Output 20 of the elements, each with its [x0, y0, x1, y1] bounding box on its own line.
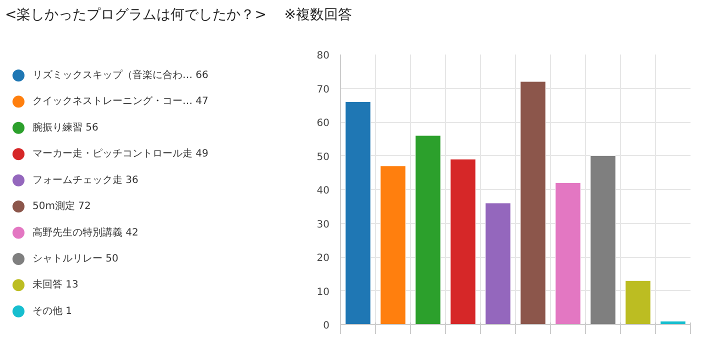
- legend-label: 50m測定 72: [32, 200, 91, 212]
- legend-label: 未回答 13: [32, 278, 78, 291]
- y-tick-label: 30: [316, 219, 330, 230]
- y-tick-label: 20: [316, 253, 330, 264]
- y-tick-label: 70: [316, 84, 330, 96]
- legend-label: マーカー走・ピッチコントロール走 49: [32, 148, 208, 160]
- y-tick-label: 0: [323, 320, 330, 332]
- legend-label: 腕振り練習 56: [32, 121, 98, 134]
- legend-label: フォームチェック走 36: [32, 174, 138, 186]
- legend-label: 高野先生の特別講義 42: [32, 226, 138, 238]
- y-tick-label: 50: [316, 152, 330, 163]
- legend-label: シャトルリレー 50: [32, 253, 118, 264]
- legend-label: クイックネストレーニング・コー… 47: [32, 96, 208, 108]
- y-tick-label: 40: [316, 186, 330, 196]
- y-tick-label: 10: [316, 286, 330, 298]
- legend-label: その他 1: [32, 304, 72, 317]
- y-tick-label: 60: [316, 118, 330, 129]
- chart-title: <楽しかったプログラムは何でしたか？> ※複数回答: [5, 7, 352, 23]
- y-tick-label: 80: [316, 50, 330, 62]
- legend-label: リズミックスキップ（音楽に合わ… 66: [32, 68, 208, 81]
